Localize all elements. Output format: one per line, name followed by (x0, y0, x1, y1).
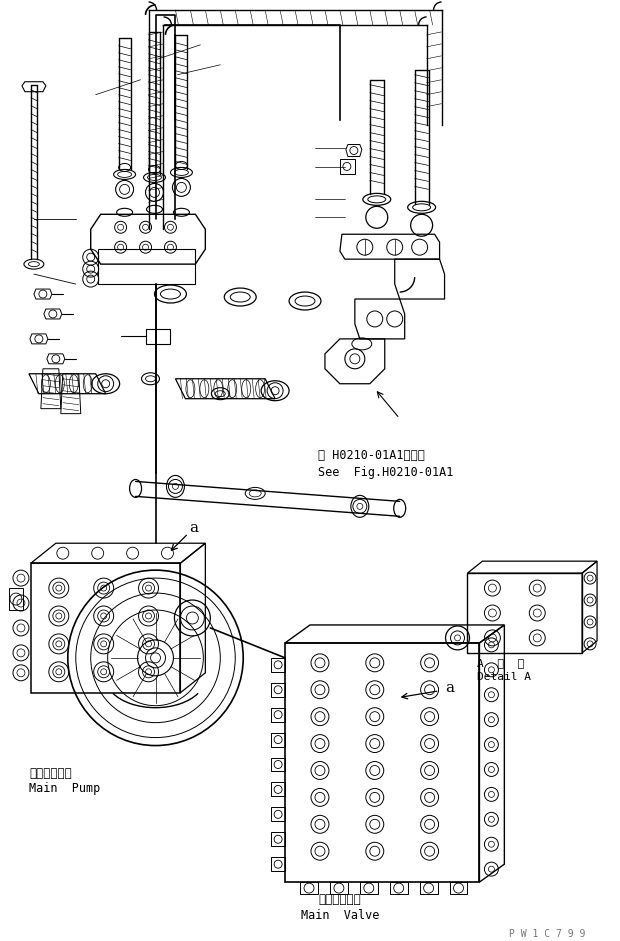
Bar (271, 857, 285, 871)
Bar (271, 658, 285, 672)
Bar (467, 573, 582, 653)
Text: P W 1 C 7 9 9: P W 1 C 7 9 9 (510, 929, 586, 939)
Bar (271, 733, 285, 746)
Text: a: a (189, 521, 198, 535)
Text: 第 H0210-01A1図参照: 第 H0210-01A1図参照 (318, 449, 425, 461)
Bar (330, 882, 348, 894)
Bar (390, 882, 408, 894)
Bar (9, 588, 23, 610)
Bar (360, 882, 378, 894)
Bar (450, 882, 467, 894)
Text: A  詳  細: A 詳 細 (477, 658, 525, 668)
Bar (300, 882, 318, 894)
Bar (285, 643, 479, 882)
Bar (271, 758, 285, 772)
Bar (271, 708, 285, 722)
Text: メインポンプ: メインポンプ (29, 768, 72, 780)
Text: See  Fig.H0210-01A1: See Fig.H0210-01A1 (318, 467, 453, 480)
Text: Detail A: Detail A (477, 672, 531, 682)
Bar (271, 807, 285, 821)
Text: メインバルブ: メインバルブ (319, 893, 361, 906)
Bar (271, 683, 285, 696)
Bar (271, 832, 285, 846)
Bar (98, 249, 195, 284)
Bar (146, 329, 170, 343)
Text: Main  Valve: Main Valve (301, 909, 379, 922)
Text: Main  Pump: Main Pump (29, 782, 100, 795)
Text: a: a (445, 680, 454, 694)
Bar (420, 882, 438, 894)
Bar (271, 782, 285, 796)
